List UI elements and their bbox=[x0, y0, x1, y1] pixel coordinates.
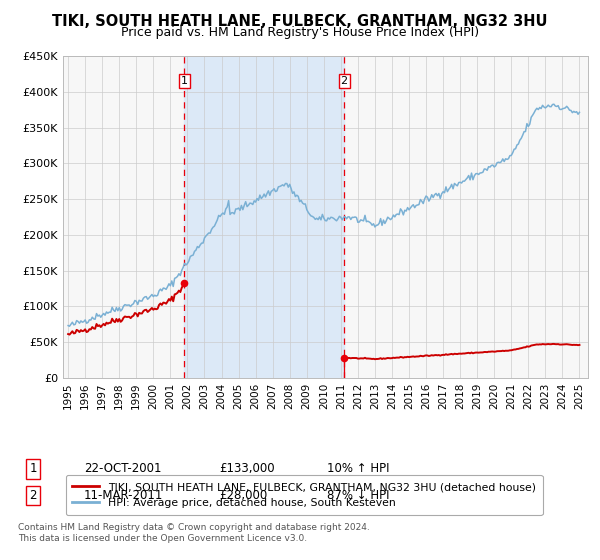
Text: This data is licensed under the Open Government Licence v3.0.: This data is licensed under the Open Gov… bbox=[18, 534, 307, 543]
Text: 2: 2 bbox=[29, 489, 37, 502]
Bar bbox=[184, 56, 344, 378]
Text: 2: 2 bbox=[341, 76, 347, 86]
Text: 10% ↑ HPI: 10% ↑ HPI bbox=[327, 462, 389, 475]
Text: 87% ↓ HPI: 87% ↓ HPI bbox=[327, 489, 389, 502]
Text: 1: 1 bbox=[181, 76, 188, 86]
Legend: TIKI, SOUTH HEATH LANE, FULBECK, GRANTHAM, NG32 3HU (detached house), HPI: Avera: TIKI, SOUTH HEATH LANE, FULBECK, GRANTHA… bbox=[66, 475, 542, 515]
Text: Contains HM Land Registry data © Crown copyright and database right 2024.: Contains HM Land Registry data © Crown c… bbox=[18, 523, 370, 532]
Text: £28,000: £28,000 bbox=[219, 489, 267, 502]
Text: 22-OCT-2001: 22-OCT-2001 bbox=[84, 462, 161, 475]
Text: 1: 1 bbox=[29, 462, 37, 475]
Text: 11-MAR-2011: 11-MAR-2011 bbox=[84, 489, 163, 502]
Text: TIKI, SOUTH HEATH LANE, FULBECK, GRANTHAM, NG32 3HU: TIKI, SOUTH HEATH LANE, FULBECK, GRANTHA… bbox=[52, 14, 548, 29]
Text: £133,000: £133,000 bbox=[219, 462, 275, 475]
Text: Price paid vs. HM Land Registry's House Price Index (HPI): Price paid vs. HM Land Registry's House … bbox=[121, 26, 479, 39]
